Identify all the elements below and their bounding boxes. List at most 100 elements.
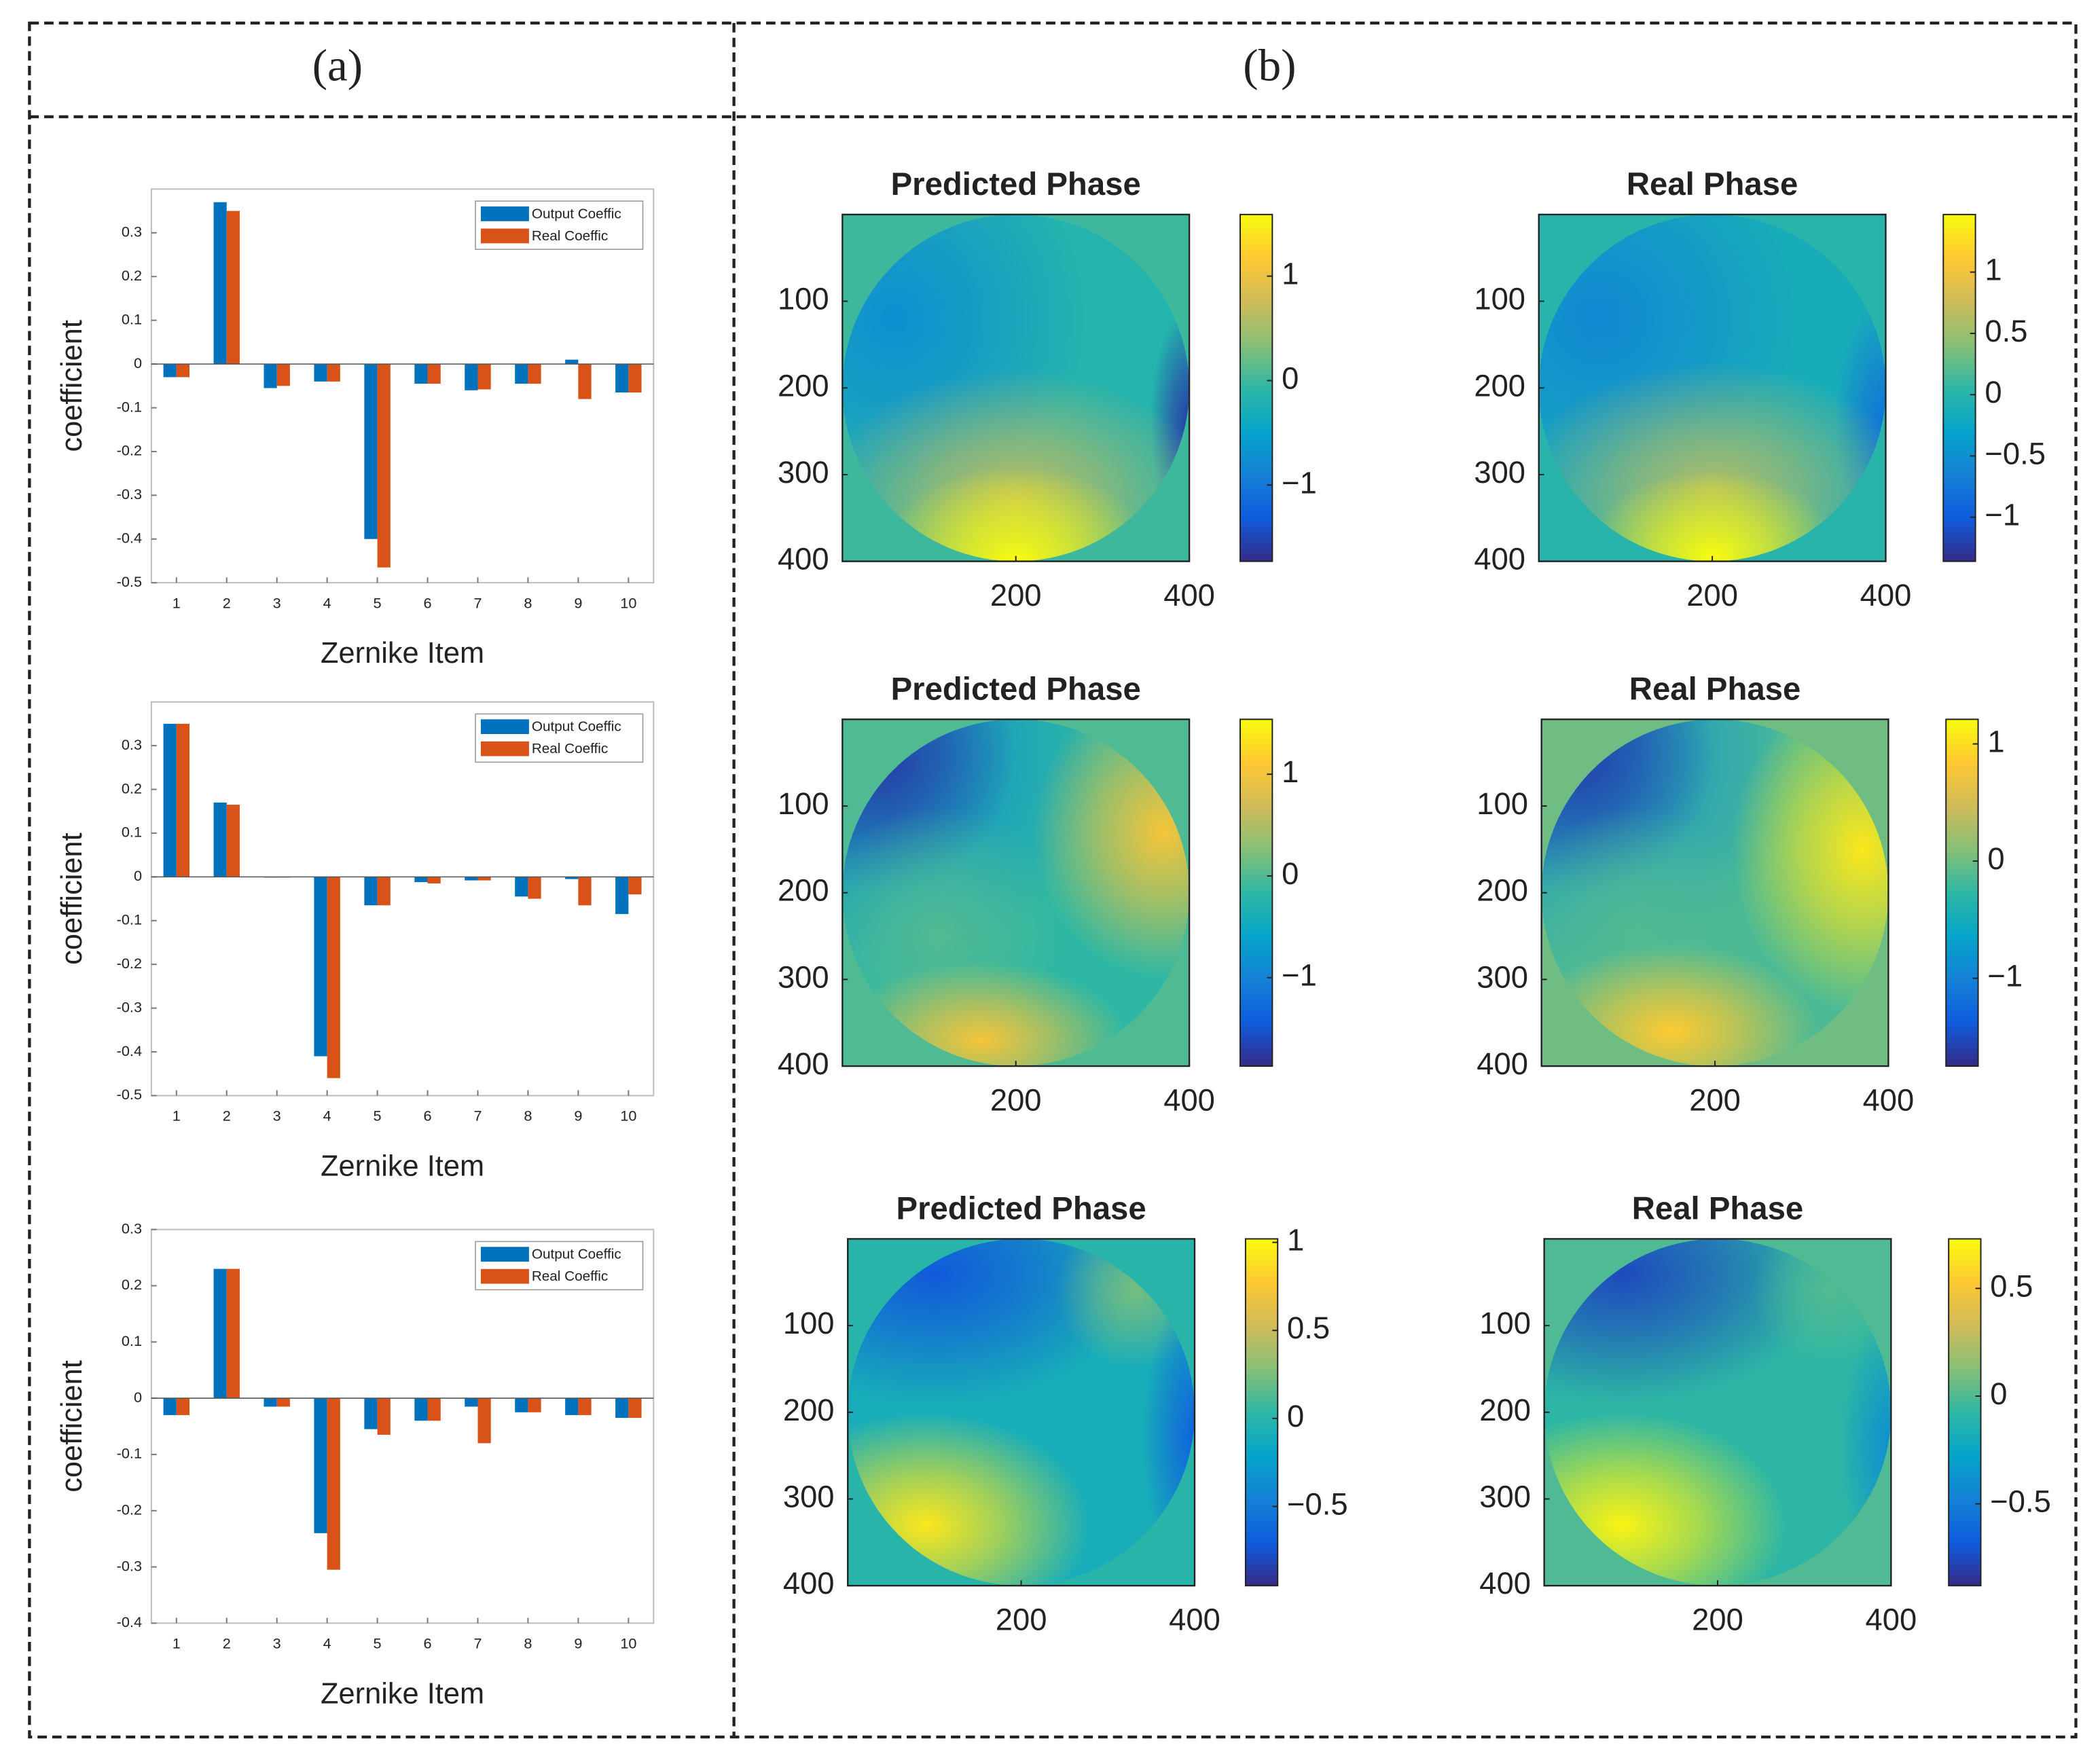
x-tick-label: 2	[223, 594, 231, 611]
legend-swatch	[480, 719, 529, 735]
bar	[226, 1268, 240, 1399]
y-axis-label: coefficient	[56, 833, 88, 965]
y-tick-label: 400	[778, 542, 829, 577]
bar	[163, 723, 177, 877]
bar	[528, 1398, 541, 1412]
y-tick-label: 0	[134, 1389, 142, 1406]
y-tick-label: 0	[134, 867, 142, 884]
y-tick-label: 400	[778, 1046, 829, 1081]
y-tick-label: 300	[1479, 1479, 1531, 1514]
phase-region	[1541, 945, 1820, 1067]
y-tick-label: 400	[783, 1566, 835, 1600]
colorbar-tick-label: −1	[1985, 498, 2020, 532]
colorbar-tick-label: −0.5	[1287, 1486, 1348, 1521]
x-tick-label: 3	[273, 1635, 281, 1652]
colorbar-tick-label: −1	[1282, 958, 1317, 993]
x-tick-label: 7	[473, 594, 482, 611]
colorbar-tick-label: 0	[1282, 361, 1299, 395]
x-tick-label: 1	[173, 1108, 181, 1124]
x-tick-label: 5	[374, 1635, 382, 1652]
chart-title: Real Phase	[1632, 1191, 1803, 1227]
phase-region	[842, 962, 1129, 1067]
bar	[477, 364, 491, 390]
colorbar-tick-label: 1	[1985, 253, 2002, 287]
x-tick-label: 6	[424, 1108, 432, 1124]
legend-swatch	[480, 1247, 529, 1262]
y-tick-label: 0.3	[122, 736, 142, 753]
x-tick-label: 4	[323, 594, 331, 611]
colorbar	[1948, 1238, 1982, 1587]
y-tick-label: -0.1	[117, 398, 142, 415]
y-axis-label: coefficient	[56, 1360, 88, 1493]
y-tick-label: 0.2	[122, 1276, 142, 1293]
bar	[264, 1398, 277, 1407]
x-tick-label: 8	[524, 1108, 532, 1124]
chart-title: Predicted Phase	[897, 1191, 1146, 1227]
y-tick-label: 100	[1477, 786, 1528, 821]
y-tick-label: 100	[778, 786, 829, 821]
x-tick-label: 200	[996, 1602, 1047, 1636]
bar	[528, 364, 541, 384]
x-tick-label: 1	[173, 1635, 181, 1652]
bar	[578, 877, 592, 906]
bar	[628, 877, 642, 895]
x-tick-label: 200	[1689, 1082, 1741, 1117]
legend-label: Real Coeffic	[532, 741, 608, 756]
bar	[213, 802, 227, 877]
y-tick-label: 300	[783, 1479, 835, 1514]
x-tick-label: 10	[620, 594, 636, 611]
colorbar-tick-label: 1	[1987, 725, 2004, 759]
y-tick-label: -0.2	[117, 442, 142, 459]
bar	[414, 877, 428, 883]
bar	[465, 364, 478, 390]
y-tick-label: -0.1	[117, 911, 142, 928]
bar	[163, 1398, 177, 1415]
y-tick-label: -0.4	[117, 1613, 142, 1630]
y-tick-label: -0.5	[117, 573, 142, 590]
y-tick-label: -0.4	[117, 530, 142, 547]
colorbar-tick-label: 0	[1985, 375, 2002, 409]
bar	[276, 1398, 290, 1407]
x-tick-label: 10	[620, 1635, 636, 1652]
colorbar-tick-label: 1	[1282, 754, 1299, 789]
x-tick-label: 9	[574, 594, 582, 611]
chart-title: Predicted Phase	[891, 671, 1141, 707]
x-tick-label: 6	[424, 1635, 432, 1652]
y-tick-label: -0.1	[117, 1445, 142, 1462]
y-tick-label: -0.2	[117, 955, 142, 972]
phase-map	[1544, 1239, 1891, 1586]
bar	[515, 877, 528, 897]
bar	[615, 1398, 629, 1419]
x-axis-label: Zernike Item	[321, 637, 484, 670]
colorbar	[1942, 213, 1976, 562]
x-tick-label: 400	[1860, 578, 1912, 612]
y-tick-label: 200	[1474, 368, 1525, 403]
x-tick-label: 4	[323, 1635, 331, 1652]
y-tick-label: -0.3	[117, 998, 142, 1015]
x-tick-label: 3	[273, 594, 281, 611]
y-axis-label: coefficient	[56, 320, 88, 452]
bar	[176, 364, 190, 378]
y-tick-label: 300	[778, 959, 829, 994]
bar	[565, 359, 579, 365]
bar	[427, 1398, 441, 1421]
x-tick-label: 200	[990, 1082, 1042, 1117]
x-axis-label: Zernike Item	[321, 1150, 484, 1182]
colorbar	[1244, 1238, 1279, 1587]
y-tick-label: -0.2	[117, 1501, 142, 1518]
bar	[213, 1268, 227, 1399]
bar	[264, 364, 277, 388]
bar	[163, 364, 177, 378]
legend-swatch	[480, 228, 529, 244]
bar	[314, 364, 327, 382]
chart-title: Real Phase	[1627, 166, 1798, 202]
colorbar-tick-label: 1	[1287, 1223, 1304, 1258]
bar	[377, 877, 391, 906]
bar	[615, 364, 629, 392]
x-tick-label: 200	[1686, 578, 1738, 612]
bar	[414, 1398, 428, 1421]
colorbar-tick-label: −0.5	[1990, 1484, 2051, 1519]
phase-region	[848, 1412, 1091, 1586]
y-tick-label: 0.3	[122, 223, 142, 240]
